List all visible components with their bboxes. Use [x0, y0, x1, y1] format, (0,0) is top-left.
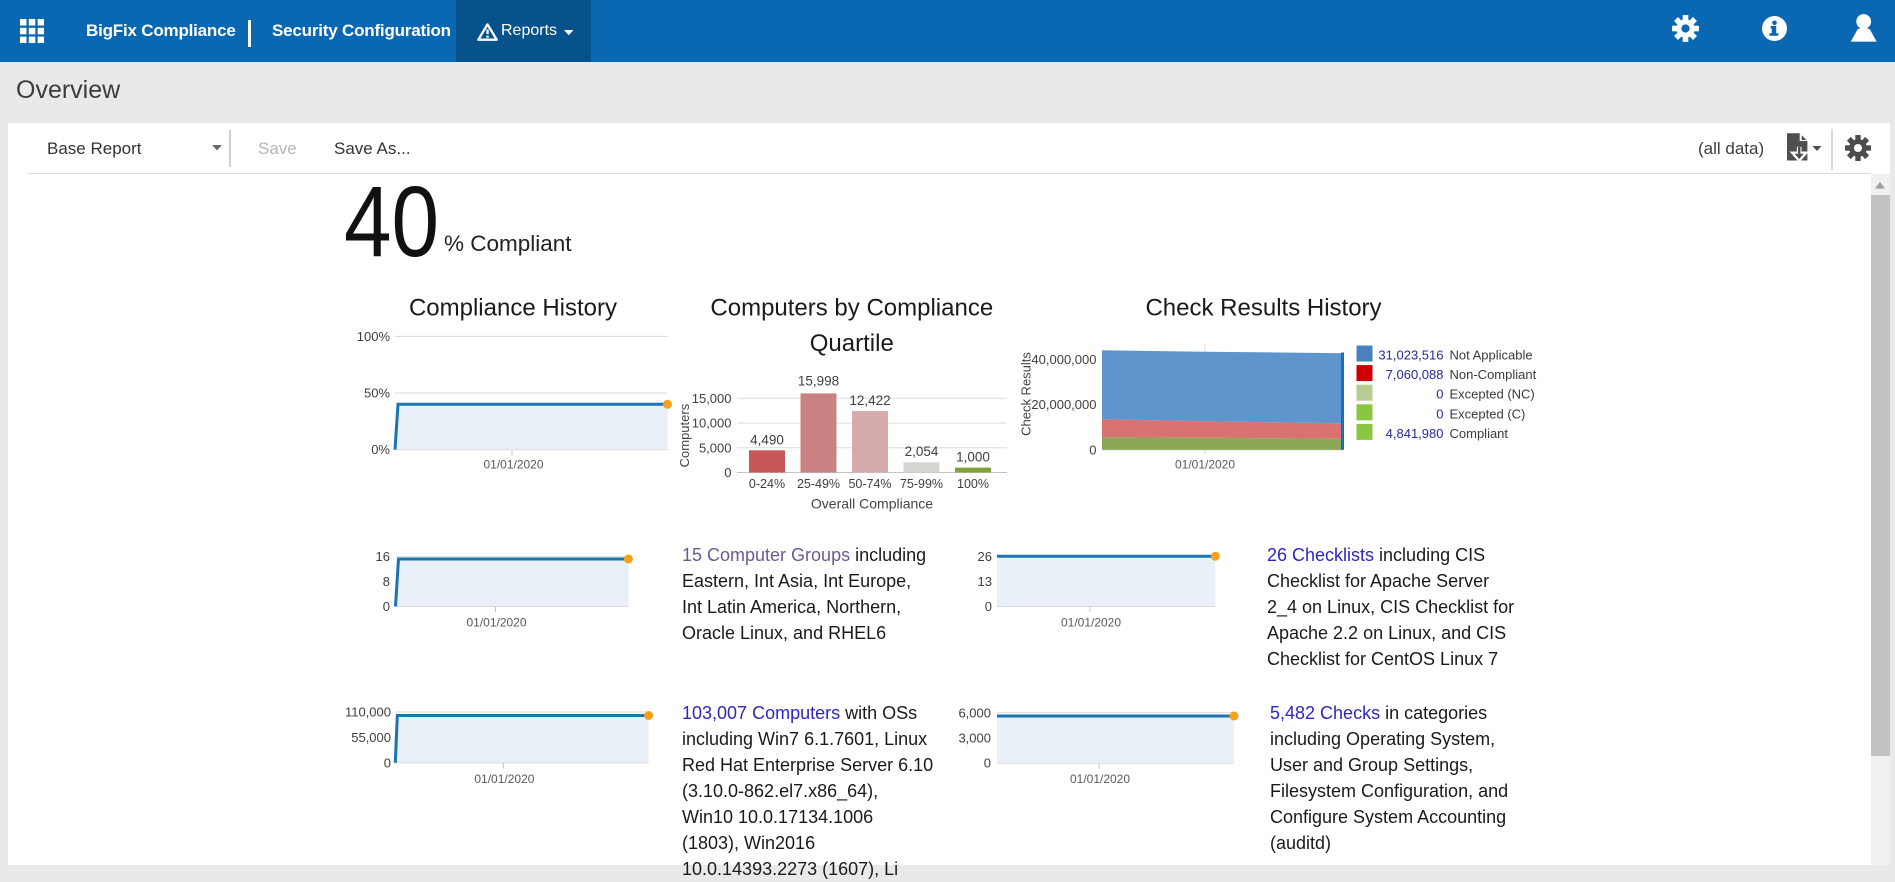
svg-text:0: 0: [383, 599, 390, 614]
svg-text:6,000: 6,000: [958, 705, 991, 720]
svg-text:0: 0: [984, 756, 991, 771]
svg-text:Compliance History: Compliance History: [409, 295, 617, 322]
svg-text:16: 16: [376, 549, 390, 564]
svg-text:01/01/2020: 01/01/2020: [1070, 772, 1130, 786]
svg-text:0%: 0%: [371, 442, 390, 457]
svg-text:110,000: 110,000: [345, 705, 391, 720]
svg-text:8: 8: [383, 574, 390, 589]
svg-text:55,000: 55,000: [351, 730, 391, 745]
svg-text:Excepted (NC): Excepted (NC): [1450, 387, 1535, 402]
svg-text:Compliant: Compliant: [1450, 426, 1509, 441]
svg-text:0: 0: [1436, 406, 1443, 421]
svg-text:0: 0: [985, 599, 992, 614]
svg-text:15,998: 15,998: [798, 374, 839, 389]
svg-text:10,000: 10,000: [692, 416, 732, 431]
svg-text:Computers: Computers: [677, 403, 692, 467]
svg-text:Non-Compliant: Non-Compliant: [1450, 367, 1537, 382]
svg-text:Excepted (C): Excepted (C): [1450, 406, 1526, 421]
svg-text:5,000: 5,000: [699, 440, 732, 455]
svg-text:Quartile: Quartile: [810, 330, 894, 357]
svg-text:0-24%: 0-24%: [749, 477, 785, 491]
svg-text:7,060,088: 7,060,088: [1386, 367, 1444, 382]
svg-text:Computers by Compliance: Computers by Compliance: [710, 295, 993, 322]
svg-text:20,000,000: 20,000,000: [1031, 397, 1096, 412]
svg-text:0: 0: [384, 755, 391, 770]
svg-text:50%: 50%: [364, 386, 390, 401]
svg-text:15,000: 15,000: [692, 391, 732, 406]
svg-text:50-74%: 50-74%: [848, 477, 891, 491]
svg-text:0: 0: [1436, 387, 1443, 402]
svg-text:01/01/2020: 01/01/2020: [474, 772, 534, 786]
svg-text:01/01/2020: 01/01/2020: [466, 616, 526, 630]
svg-text:25-49%: 25-49%: [797, 477, 840, 491]
svg-text:0: 0: [724, 465, 731, 480]
svg-text:75-99%: 75-99%: [900, 477, 943, 491]
svg-text:01/01/2020: 01/01/2020: [483, 457, 543, 471]
svg-text:3,000: 3,000: [958, 731, 991, 746]
svg-text:4,490: 4,490: [750, 433, 784, 448]
svg-text:12,422: 12,422: [849, 393, 890, 408]
svg-text:26: 26: [978, 549, 992, 564]
svg-text:01/01/2020: 01/01/2020: [1175, 457, 1235, 471]
svg-text:100%: 100%: [357, 329, 391, 344]
svg-text:31,023,516: 31,023,516: [1378, 348, 1443, 363]
svg-text:0: 0: [1089, 442, 1096, 457]
svg-text:4,841,980: 4,841,980: [1386, 426, 1444, 441]
svg-text:2,054: 2,054: [905, 444, 939, 459]
svg-text:100%: 100%: [957, 477, 989, 491]
svg-text:01/01/2020: 01/01/2020: [1061, 616, 1121, 630]
svg-text:Overall Compliance: Overall Compliance: [811, 496, 933, 512]
svg-text:13: 13: [978, 574, 992, 589]
svg-text:Not Applicable: Not Applicable: [1450, 348, 1533, 363]
svg-text:40,000,000: 40,000,000: [1031, 352, 1096, 367]
svg-text:Check Results: Check Results: [1019, 352, 1034, 436]
svg-text:1,000: 1,000: [956, 450, 990, 465]
svg-text:Check Results History: Check Results History: [1145, 295, 1381, 322]
